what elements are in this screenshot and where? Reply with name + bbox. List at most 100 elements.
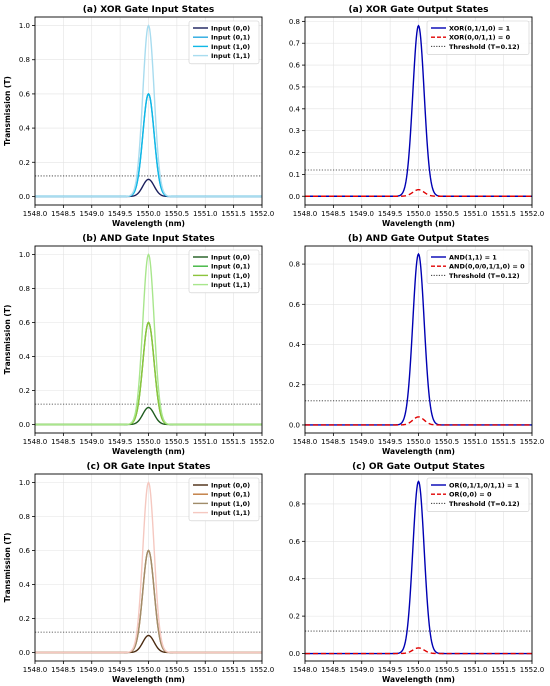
- x-tick-label: 1549.0: [80, 438, 105, 446]
- x-tick-label: 1552.0: [520, 210, 545, 218]
- y-tick-label: 0.6: [19, 90, 31, 98]
- x-tick-label: 1550.5: [435, 210, 460, 218]
- y-tick-label: 0.6: [19, 547, 31, 555]
- x-tick-label: 1552.0: [250, 438, 275, 446]
- chart-title: (c) OR Gate Input States: [86, 462, 210, 472]
- x-axis-label: Wavelength (nm): [112, 675, 185, 684]
- legend-label: XOR(0,1/1,0) = 1: [449, 24, 511, 32]
- legend: OR(0,1/1,0/1,1) = 1 OR(0,0) = 0Threshold …: [426, 477, 530, 512]
- y-tick-label: 0.8: [289, 500, 300, 508]
- x-tick-label: 1551.0: [463, 666, 488, 674]
- legend: AND(1,1) = 1 AND(0,0/0,1/1,0) = 0Threshol…: [426, 249, 530, 284]
- y-tick-label: 0.2: [289, 149, 300, 157]
- y-tick-label: 0.7: [289, 40, 300, 48]
- chart-panel-4: 1548.0 1548.5 1549.0 1549.5 1550.0 1550.5 1551…: [3, 462, 274, 684]
- x-tick-label: 1551.5: [491, 666, 516, 674]
- x-tick-label: 1552.0: [250, 210, 275, 218]
- legend-label: Input (1,0): [211, 272, 250, 280]
- x-axis-label: Wavelength (nm): [382, 675, 455, 684]
- series-line-1: [305, 416, 532, 426]
- x-tick-label: 1549.0: [350, 210, 375, 218]
- legend-label: Input (0,0): [211, 253, 250, 261]
- x-axis-label: Wavelength (nm): [112, 447, 185, 456]
- legend-label: Input (0,1): [211, 34, 250, 42]
- legend-label: XOR(0,0/1,1) = 0: [449, 34, 511, 42]
- x-tick-label: 1551.0: [463, 438, 488, 446]
- x-tick-label: 1549.0: [80, 666, 105, 674]
- x-tick-label: 1549.5: [378, 210, 403, 218]
- y-tick-label: 0.4: [289, 341, 301, 349]
- y-tick-label: 0.4: [289, 575, 301, 583]
- chart-panel-2: 1548.0 1548.5 1549.0 1549.5 1550.0 1550.5 1551…: [3, 234, 274, 456]
- x-axis-label: Wavelength (nm): [112, 219, 185, 228]
- x-tick-label: 1548.5: [51, 438, 76, 446]
- x-tick-label: 1548.0: [23, 210, 48, 218]
- legend-box: [188, 20, 260, 65]
- legend-box: [426, 477, 530, 512]
- y-tick-label: 0.0: [289, 193, 300, 201]
- chart-title: (c) OR Gate Output States: [352, 462, 485, 472]
- legend-label: Threshold (T=0.12): [449, 43, 520, 51]
- legend: Input (0,0) Input (0,1)Input (1,0)Input (…: [188, 20, 260, 65]
- y-tick-label: 0.5: [289, 83, 300, 91]
- x-tick-label: 1551.5: [491, 210, 516, 218]
- chart-title: (a) XOR Gate Input States: [83, 5, 214, 15]
- series-line-1: [305, 647, 532, 655]
- x-tick-label: 1548.0: [23, 438, 48, 446]
- x-tick-label: 1549.0: [350, 438, 375, 446]
- y-tick-label: 0.8: [289, 18, 300, 26]
- legend-label: Input (0,0): [211, 24, 250, 32]
- y-tick-label: 0.8: [289, 261, 300, 269]
- y-axis-label: Transmission (T): [3, 305, 12, 375]
- legend-label: Input (1,0): [211, 43, 250, 51]
- x-tick-label: 1550.5: [435, 666, 460, 674]
- x-tick-label: 1551.5: [221, 210, 246, 218]
- x-axis-label: Wavelength (nm): [382, 219, 455, 228]
- x-tick-label: 1549.5: [108, 666, 133, 674]
- x-tick-label: 1550.0: [136, 666, 161, 674]
- x-tick-label: 1549.0: [350, 666, 375, 674]
- x-tick-label: 1548.5: [321, 210, 346, 218]
- y-tick-label: 0.2: [19, 615, 30, 623]
- x-tick-label: 1548.5: [321, 666, 346, 674]
- chart-panel-1: 1548.0 1548.5 1549.0 1549.5 1550.0 1550.5 1551…: [289, 5, 544, 228]
- y-tick-label: 1.0: [19, 479, 30, 487]
- x-tick-label: 1550.0: [136, 210, 161, 218]
- x-tick-label: 1548.0: [293, 210, 318, 218]
- legend-label: Input (0,1): [211, 491, 250, 499]
- series-line-3: [35, 481, 262, 654]
- legend-box: [426, 20, 530, 55]
- x-tick-label: 1551.0: [193, 666, 218, 674]
- y-tick-label: 0.0: [19, 421, 30, 429]
- y-tick-label: 0.3: [289, 127, 300, 135]
- x-tick-label: 1549.5: [378, 438, 403, 446]
- chart-panel-0: 1548.0 1548.5 1549.0 1549.5 1550.0 1550.5 1551…: [3, 5, 274, 228]
- x-tick-label: 1548.0: [23, 666, 48, 674]
- x-tick-label: 1548.5: [51, 210, 76, 218]
- y-tick-label: 0.4: [19, 353, 31, 361]
- x-tick-label: 1551.5: [491, 438, 516, 446]
- y-tick-label: 0.6: [289, 538, 301, 546]
- legend: XOR(0,1/1,0) = 1 XOR(0,0/1,1) = 0Threshol…: [426, 20, 530, 55]
- y-tick-label: 0.4: [289, 105, 301, 113]
- x-tick-label: 1550.5: [435, 438, 460, 446]
- chart-title: (b) AND Gate Input States: [82, 234, 215, 244]
- y-tick-label: 0.8: [19, 56, 30, 64]
- x-tick-label: 1550.0: [406, 210, 431, 218]
- x-tick-label: 1548.0: [293, 666, 318, 674]
- y-axis-label: Transmission (T): [3, 76, 12, 146]
- y-tick-label: 0.4: [19, 125, 31, 133]
- x-tick-label: 1552.0: [520, 666, 545, 674]
- chart-panel-5: 1548.0 1548.5 1549.0 1549.5 1550.0 1550.5 1551…: [289, 462, 544, 684]
- x-tick-label: 1551.0: [193, 210, 218, 218]
- x-tick-label: 1550.5: [165, 210, 190, 218]
- y-axis-label: Transmission (T): [3, 533, 12, 603]
- y-tick-label: 0.8: [19, 513, 30, 521]
- y-tick-label: 0.2: [19, 387, 30, 395]
- x-tick-label: 1552.0: [520, 438, 545, 446]
- y-tick-label: 0.8: [19, 285, 30, 293]
- x-tick-label: 1551.0: [193, 438, 218, 446]
- y-tick-label: 1.0: [19, 22, 30, 30]
- y-tick-label: 0.0: [19, 193, 30, 201]
